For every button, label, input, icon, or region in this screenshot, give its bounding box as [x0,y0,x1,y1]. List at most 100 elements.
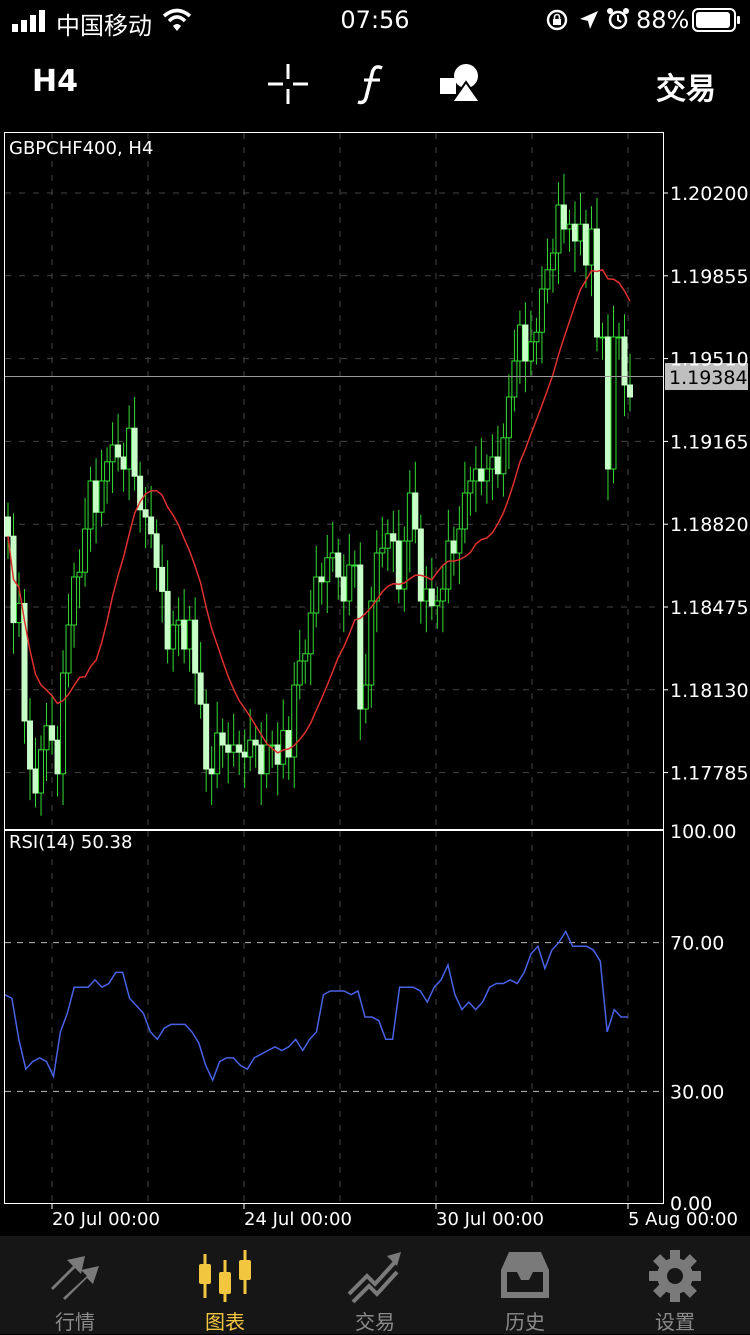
candle-body [478,468,485,482]
tab-chart[interactable]: 图表 [150,1236,300,1334]
current-price-tag [665,363,748,390]
candle-body [489,456,496,470]
candle-body [560,204,567,230]
candle-body [181,619,188,650]
candle-body [296,660,303,686]
candle-body [351,564,358,567]
candle-body [280,730,287,765]
candle-body [247,739,254,758]
tab-settings[interactable]: 设置 [600,1236,750,1334]
indicators-icon[interactable] [352,62,396,106]
candle-body [252,739,259,746]
candle-body [555,204,562,254]
current-price-label: 1.19384 [669,367,748,389]
price-tick-label: 1.19510 [670,349,749,371]
alarm-icon [607,8,629,30]
candle-body [82,528,89,573]
rotation-lock-icon [546,9,568,31]
candle-body [219,732,226,746]
candle-body [16,602,23,624]
candle-body [340,576,347,602]
tab-history[interactable]: 历史 [450,1236,600,1334]
price-tick-label: 1.17785 [670,763,749,785]
candle-body [472,468,479,482]
price-tick-label: 1.19165 [670,431,749,453]
candle-body [164,590,171,650]
candle-body [302,653,309,662]
timeframe-button[interactable]: H4 [32,64,78,99]
candle-body [417,528,424,602]
rsi-indicator [4,929,628,1083]
candle-body [93,480,100,513]
rsi-tick-label: 70.00 [670,933,724,955]
tab-quotes-label: 行情 [55,1310,95,1334]
candle-body [159,566,166,592]
candle-body [401,540,408,590]
candle-body [313,576,320,614]
price-tick-label: 1.20200 [670,183,749,205]
crosshair-icon[interactable] [266,62,310,106]
candle-body [153,533,160,568]
candle-body [230,744,237,753]
candle-body [203,703,210,770]
time-tick-label: 20 Jul 00:00 [52,1209,160,1230]
candle-body [115,444,122,458]
price-chart[interactable]: 1.19384 GBPCHF400, H4 RSI(14) 50.38 1.20… [0,0,750,1236]
candle-body [49,725,56,741]
candle-body [27,720,34,770]
ma-line [7,268,631,754]
location-icon [580,11,598,29]
price-tick-label: 1.18475 [670,597,749,619]
price-tick-label: 1.18130 [670,680,749,702]
candle-body [362,684,369,710]
candle-body [263,744,270,775]
tab-chart-label: 图表 [205,1310,245,1334]
candle-body [390,533,397,542]
trade-button[interactable]: 交易 [656,72,716,107]
candle-body [43,725,50,751]
price-tick-label: 1.19855 [670,266,749,288]
candle-body [258,744,265,775]
rsi-frame [4,830,664,1204]
candle-body [434,600,441,607]
battery-icon [692,8,740,32]
trade-icon [347,1252,401,1304]
candle-body [379,547,386,554]
tab-settings-label: 设置 [655,1310,695,1334]
time-tick-label: 24 Jul 00:00 [244,1209,352,1230]
tab-trade[interactable]: 交易 [300,1236,450,1334]
candle-body [461,492,468,530]
objects-icon[interactable] [438,62,482,106]
moving-average [7,268,631,754]
candle-body [483,468,490,482]
main-chart-frame [4,132,664,830]
candle-body [373,552,380,602]
candle-body [445,540,452,590]
candle-body [186,619,193,650]
history-icon [501,1252,549,1298]
candle-body [76,571,83,578]
candle-body [32,768,39,794]
candle-body [621,336,628,386]
time-tick-label: 30 Jul 00:00 [436,1209,544,1230]
candle-body [494,456,501,475]
candle-body [450,540,457,554]
candle-body [423,588,430,602]
candle-body [582,223,589,266]
candle-body [335,552,342,578]
candle-body [285,730,292,758]
candle-body [615,336,622,339]
candle-body [126,427,133,470]
tab-quotes[interactable]: 行情 [0,1236,150,1334]
candle-body [137,475,144,511]
time-axis: 20 Jul 00:00 24 Jul 00:00 30 Jul 00:00 5 Au… [51,1203,738,1230]
battery-percentage: 88% [636,6,690,34]
candle-body [208,768,215,775]
candle-body [384,533,391,549]
candle-body [428,588,435,607]
candle-body [577,223,584,242]
symbol-label: GBPCHF400, H4 [9,138,153,159]
rsi-axis: 100.00 70.00 30.00 0.00 [670,821,736,1215]
candle-body [318,576,325,583]
candle-body [588,228,595,266]
